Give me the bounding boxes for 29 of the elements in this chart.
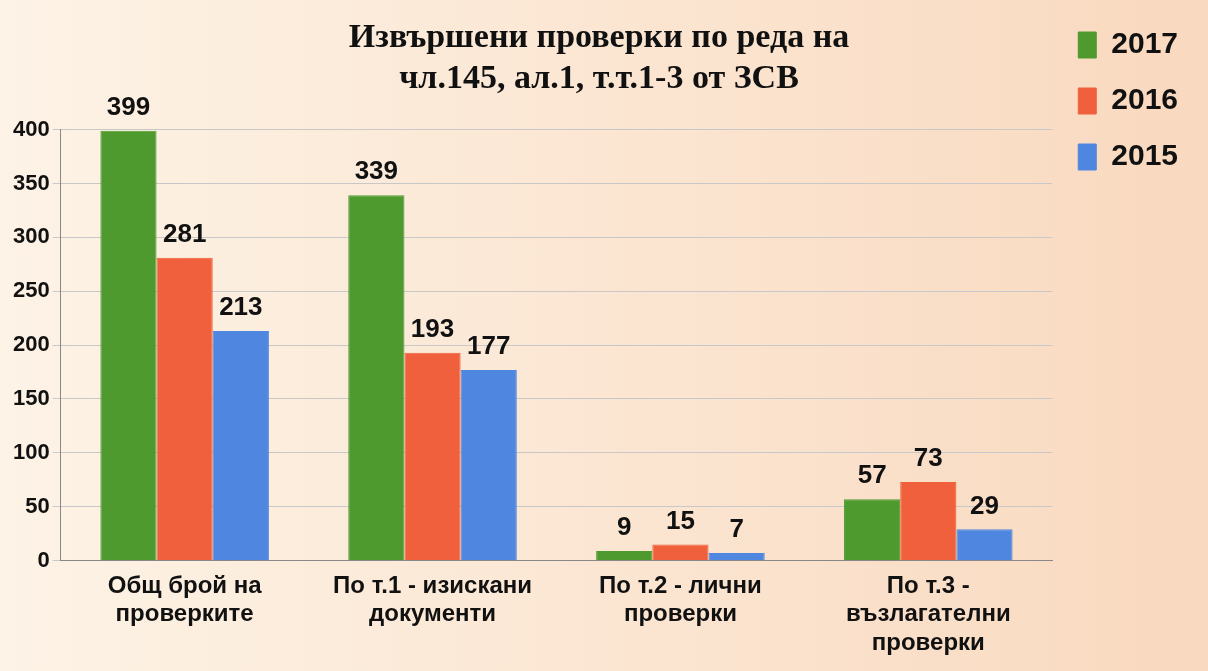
- y-tick-label: 0: [37, 546, 50, 572]
- data-label: 193: [410, 312, 455, 343]
- y-tick-label: 100: [12, 438, 50, 464]
- legend-label: 2017: [1111, 26, 1179, 60]
- x-tick-label: По т.3 - възлагателни проверки: [845, 570, 1011, 656]
- legend-label: 2015: [1111, 138, 1179, 172]
- y-tick-label: 400: [12, 115, 50, 141]
- data-label: 213: [219, 291, 263, 322]
- data-label: 399: [106, 90, 151, 121]
- data-label: 73: [913, 442, 943, 473]
- y-tick-label: 50: [25, 492, 50, 518]
- legend-label: 2016: [1111, 82, 1179, 116]
- data-label: 15: [665, 504, 695, 535]
- data-label: 7: [729, 513, 744, 544]
- x-tick-label: Общ брой на проверките: [107, 570, 263, 627]
- y-tick-label: 150: [12, 385, 50, 411]
- y-tick-label: 200: [12, 331, 50, 357]
- data-label: 339: [354, 155, 399, 186]
- y-tick-label: 350: [12, 169, 50, 195]
- y-tick-label: 300: [12, 223, 50, 249]
- data-label: 9: [617, 511, 632, 542]
- y-tick-label: 250: [12, 277, 50, 303]
- data-label: 177: [467, 330, 511, 361]
- x-tick-label: По т.2 - лични проверки: [599, 570, 762, 627]
- data-label: 57: [857, 459, 887, 490]
- x-tick-label: По т.1 - изискани документи: [333, 570, 533, 627]
- chart-title: Извършени проверки по реда на чл.145, ал.1, т.т.1-3 от ЗСВ: [348, 17, 850, 95]
- data-label: 29: [970, 489, 999, 520]
- data-label: 281: [162, 217, 207, 248]
